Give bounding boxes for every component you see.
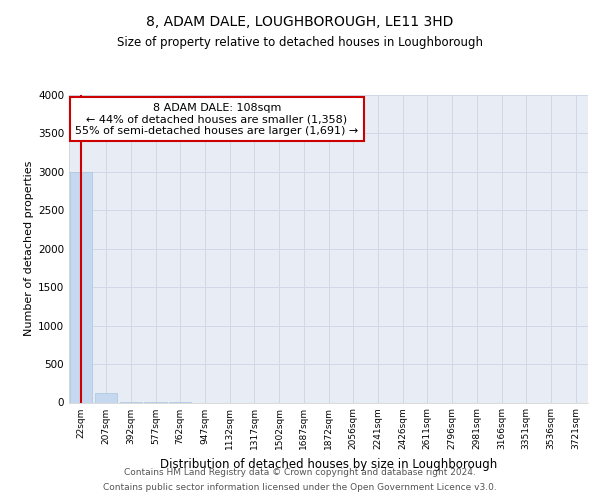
Text: Contains public sector information licensed under the Open Government Licence v3: Contains public sector information licen… — [103, 483, 497, 492]
Text: Contains HM Land Registry data © Crown copyright and database right 2024.: Contains HM Land Registry data © Crown c… — [124, 468, 476, 477]
Bar — [70, 172, 92, 402]
Text: 8, ADAM DALE, LOUGHBOROUGH, LE11 3HD: 8, ADAM DALE, LOUGHBOROUGH, LE11 3HD — [146, 16, 454, 30]
Y-axis label: Number of detached properties: Number of detached properties — [24, 161, 34, 336]
Bar — [95, 394, 117, 402]
Text: 8 ADAM DALE: 108sqm
← 44% of detached houses are smaller (1,358)
55% of semi-det: 8 ADAM DALE: 108sqm ← 44% of detached ho… — [75, 102, 359, 136]
X-axis label: Distribution of detached houses by size in Loughborough: Distribution of detached houses by size … — [160, 458, 497, 471]
Text: Size of property relative to detached houses in Loughborough: Size of property relative to detached ho… — [117, 36, 483, 49]
